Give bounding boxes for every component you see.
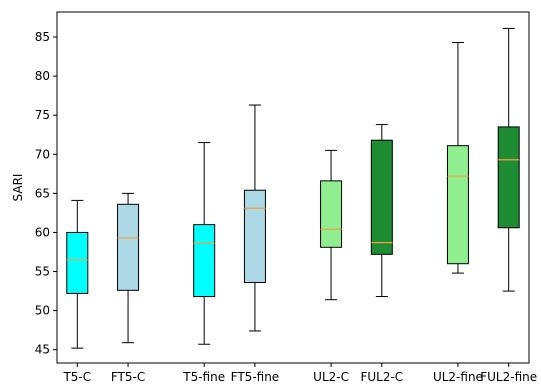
x-axis-ticks: T5-C FT5-C T5-fine FT5-fine UL2-C FUL2-C UL2-f… (62, 363, 537, 384)
x-tick-label: UL2-fine (433, 370, 483, 384)
y-tick-label: 45 (35, 343, 50, 357)
x-tick-label: FUL2-C (360, 370, 403, 384)
axes-frame (56, 11, 530, 364)
x-tick-label: FUL2-fine (480, 370, 537, 384)
box-group (117, 192, 140, 344)
x-tick-label: T5-fine (182, 370, 225, 384)
box-iqr (497, 126, 520, 229)
y-tick-label: 50 (35, 304, 50, 318)
box-group (320, 149, 343, 301)
y-tick-label: 80 (35, 69, 50, 83)
box-group (446, 41, 469, 274)
y-axis-label: SARI (11, 174, 25, 202)
y-tick-label: 55 (35, 265, 50, 279)
box-group (66, 199, 89, 349)
box-iqr (320, 180, 343, 248)
x-tick-label: FT5-C (111, 370, 145, 384)
x-tick-label: FT5-fine (231, 370, 280, 384)
box-iqr (117, 203, 140, 291)
box-group (370, 124, 393, 298)
box-iqr (446, 145, 469, 265)
y-axis-ticks: 45 50 55 60 65 70 75 80 85 (35, 30, 57, 357)
plot-area (66, 27, 520, 349)
box-iqr (243, 189, 266, 283)
y-tick-label: 65 (35, 186, 50, 200)
x-tick-label: UL2-C (313, 370, 349, 384)
y-tick-label: 60 (35, 225, 50, 239)
y-tick-label: 70 (35, 147, 50, 161)
y-tick-label: 85 (35, 30, 50, 44)
box-iqr (193, 224, 216, 298)
box-group (243, 104, 266, 332)
box-group (497, 27, 520, 292)
box-group (193, 142, 216, 345)
x-tick-label: T5-C (62, 370, 91, 384)
box-iqr (370, 139, 393, 255)
box-iqr (66, 231, 89, 294)
y-tick-label: 75 (35, 108, 50, 122)
